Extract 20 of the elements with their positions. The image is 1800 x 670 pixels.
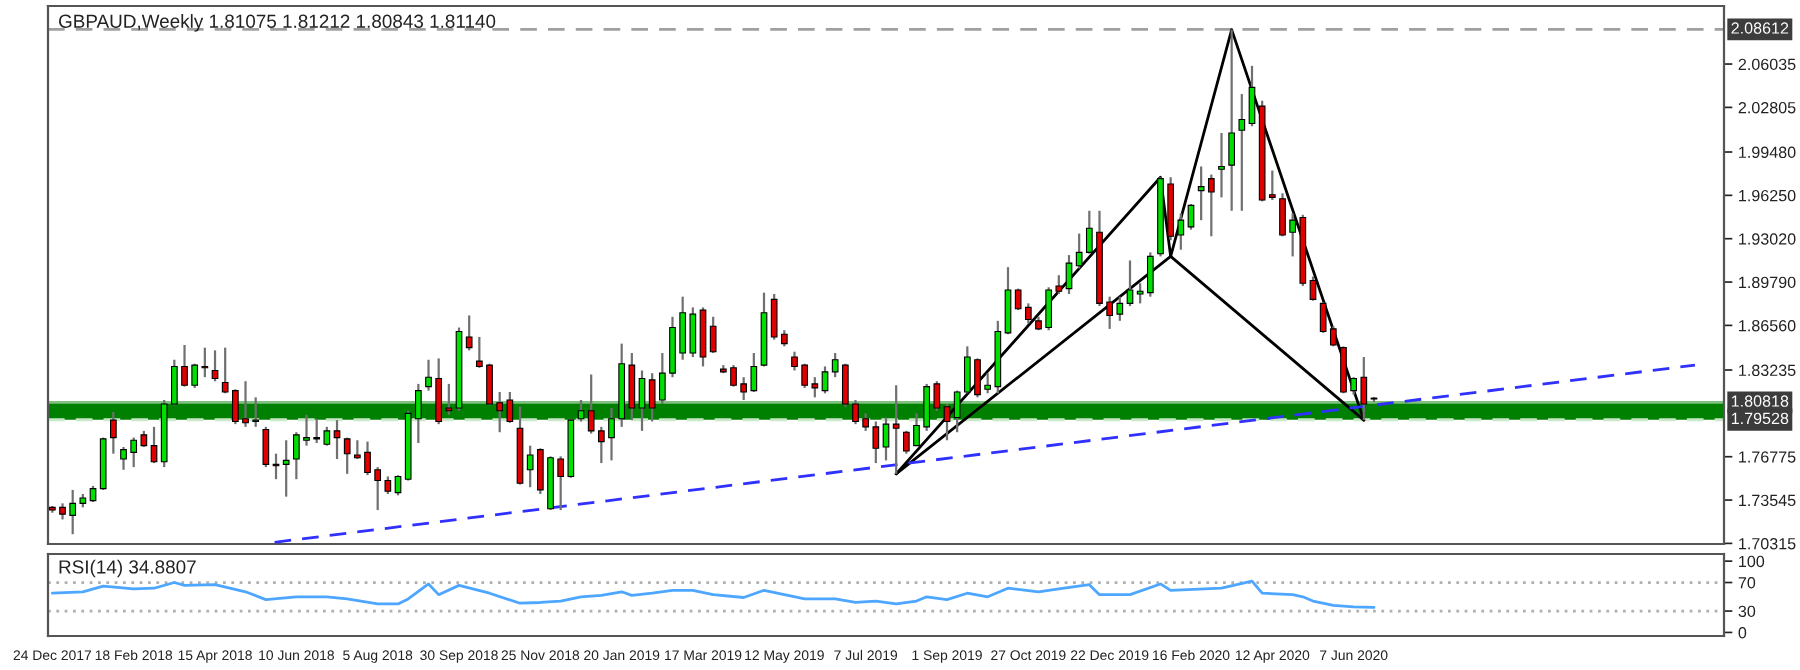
y-tick-label: 1.96250 [1739, 189, 1796, 202]
y-tick-label: 1.70315 [1739, 537, 1796, 550]
y-tick-label: 1.99480 [1739, 146, 1796, 158]
ref-line-label: 1.80818 [1731, 395, 1789, 407]
chart-title: GBPAUD,Weekly 1.81075 1.81212 1.80843 1.81140 [59, 14, 496, 32]
y-tick-label: 0 [1738, 627, 1747, 639]
y-tick-label: 2.02805 [1738, 101, 1796, 114]
y-tick-label: 1.83235 [1739, 364, 1796, 377]
y-tick-label: 1.86560 [1739, 319, 1796, 332]
ref-line-label: 2.08612 [1731, 22, 1789, 34]
y-tick-label: 1.93020 [1739, 233, 1796, 245]
ref-line-label: 1.79528 [1731, 412, 1789, 425]
y-tick-label: 1.76775 [1739, 451, 1796, 463]
y-tick-label: 70 [1738, 577, 1756, 589]
y-tick-label: 1.73545 [1739, 494, 1796, 507]
y-tick-label: 2.06035 [1738, 58, 1796, 71]
y-tick-label: 30 [1738, 605, 1756, 618]
y-tick-label: 100 [1739, 555, 1765, 568]
chart-title: RSI(14) 34.8807 [59, 559, 196, 578]
y-tick-label: 1.89790 [1739, 276, 1796, 289]
